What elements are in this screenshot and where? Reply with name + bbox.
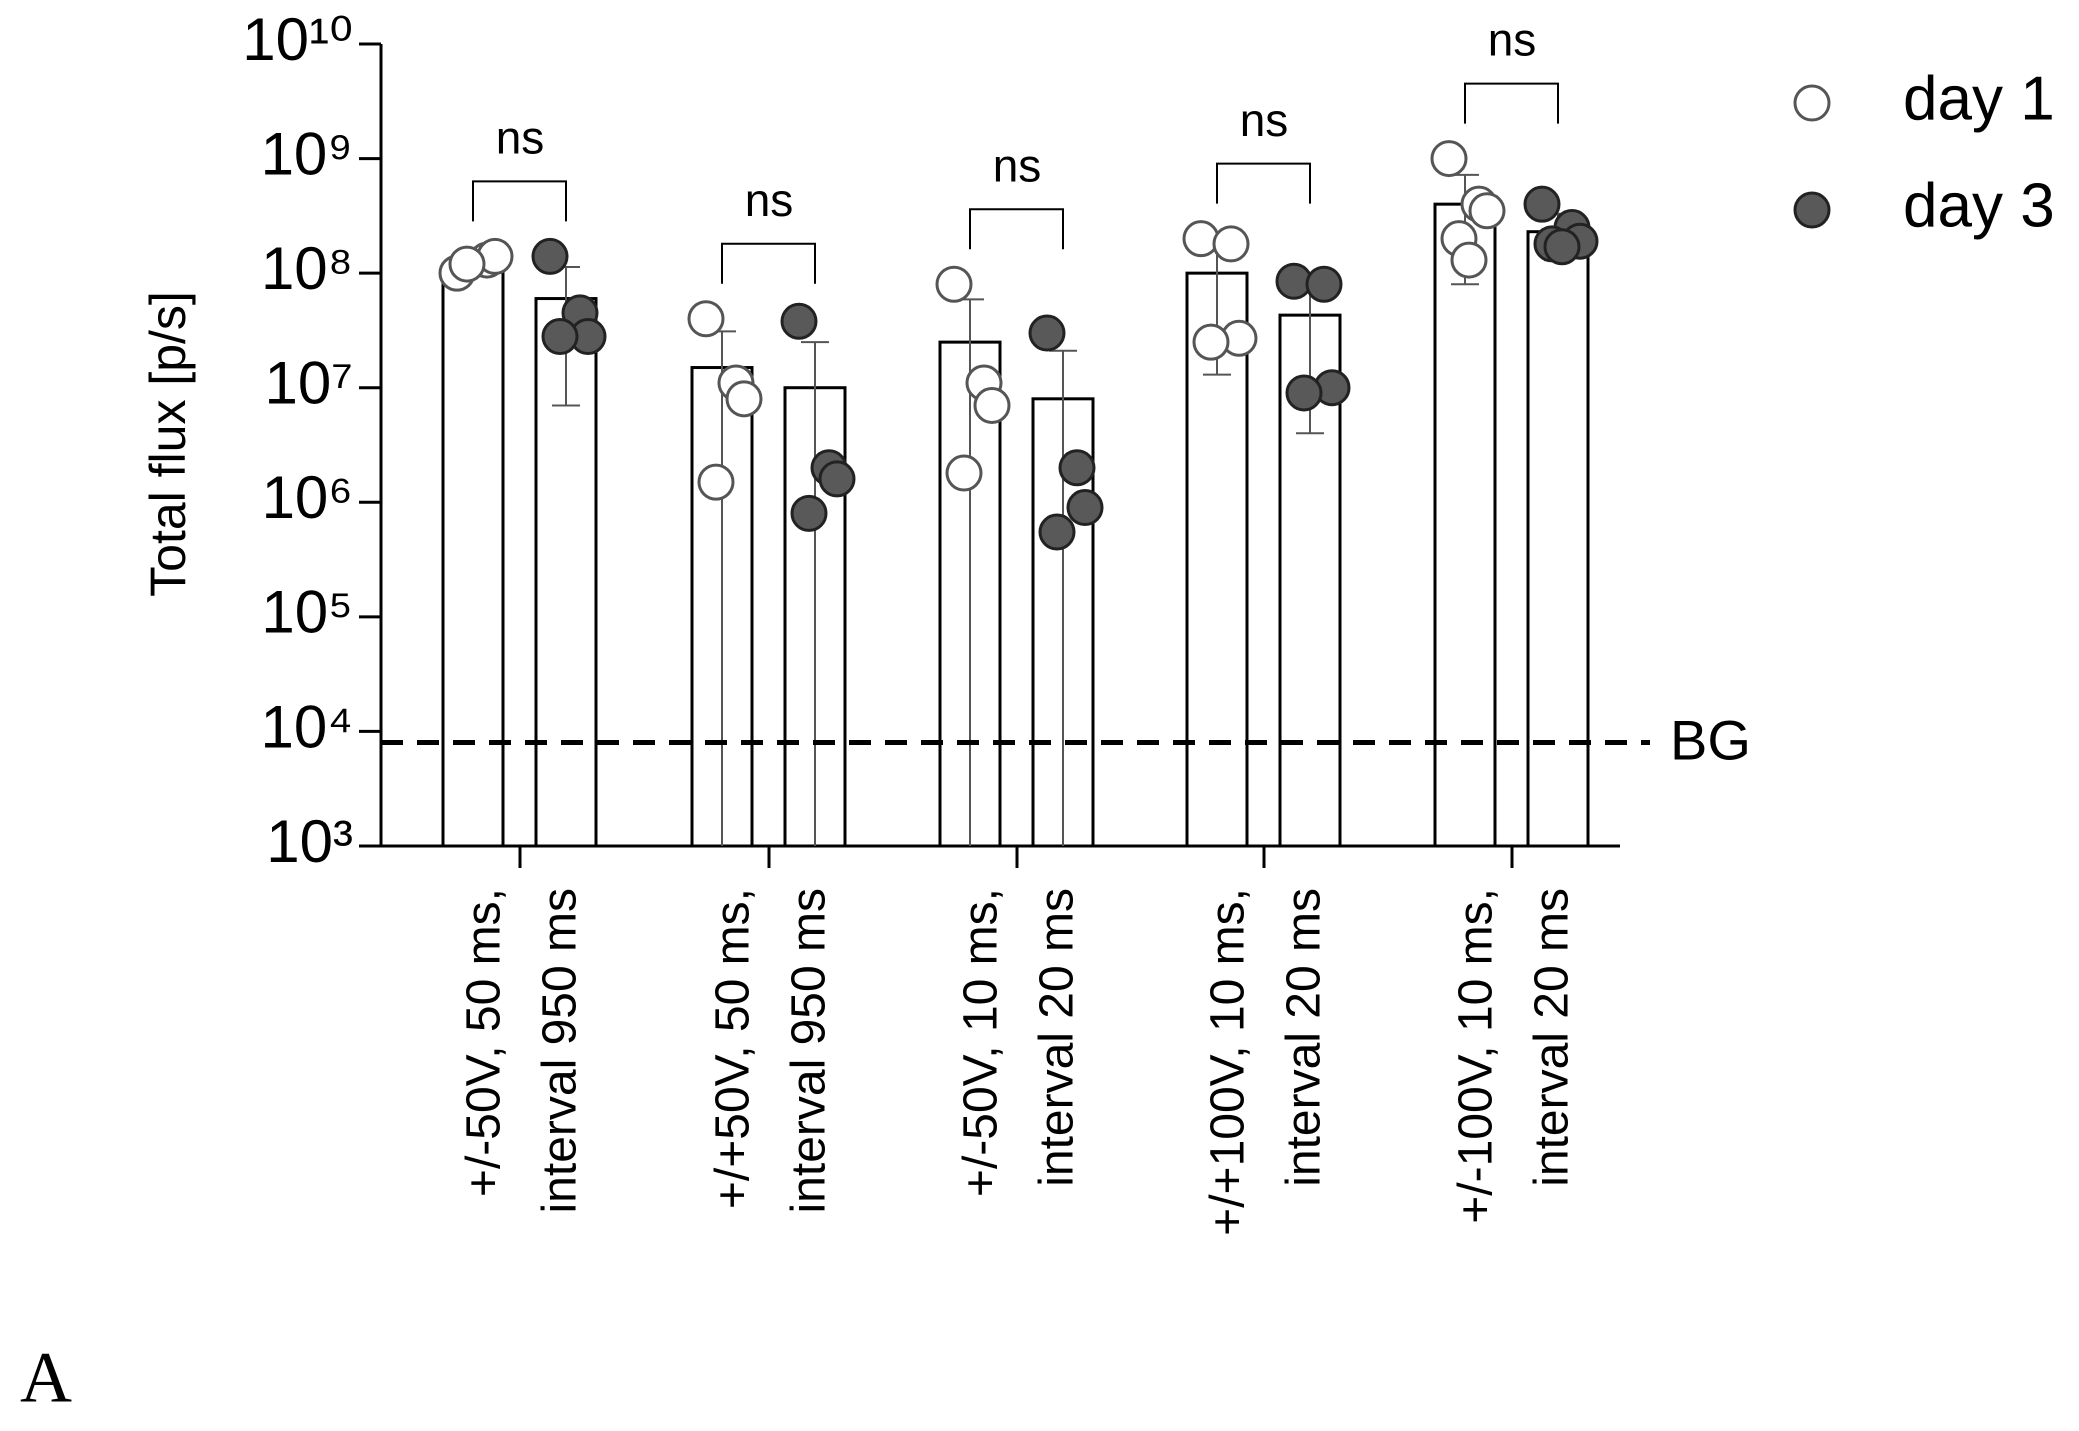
data-point <box>541 317 579 355</box>
data-point <box>1028 314 1066 352</box>
y-tick-label: 10¹⁰ <box>242 6 353 73</box>
reference-label: BG <box>1670 708 1751 771</box>
data-point <box>1038 513 1076 551</box>
data-point <box>1523 185 1561 223</box>
x-tick-label: +/-100V, 10 ms, <box>1450 888 1503 1224</box>
y-tick-label: 10⁶ <box>262 464 353 531</box>
data-point <box>1058 449 1096 487</box>
y-tick-label: 10⁹ <box>261 120 353 187</box>
x-tick-label: interval 20 ms <box>1278 888 1331 1187</box>
x-tick-label: +/+50V, 50 ms, <box>707 888 760 1209</box>
x-tick-label: interval 950 ms <box>534 888 587 1213</box>
significance-bracket <box>1216 162 1311 204</box>
significance-bracket <box>969 208 1064 250</box>
data-point <box>1182 220 1220 258</box>
data-point <box>780 302 818 340</box>
data-point <box>1285 374 1323 412</box>
panel-label: A <box>20 1338 72 1418</box>
data-point <box>725 380 763 418</box>
data-point <box>1543 228 1581 266</box>
data-point <box>1468 192 1506 230</box>
y-tick-label: 10⁴ <box>260 693 353 760</box>
x-tick-label: interval 950 ms <box>783 888 836 1213</box>
data-point <box>1430 140 1468 178</box>
significance-label: ns <box>745 174 794 226</box>
y-tick-label: 10⁸ <box>261 235 353 302</box>
data-point <box>945 454 983 492</box>
significance-label: ns <box>1488 14 1537 66</box>
significance-label: ns <box>1240 94 1289 146</box>
significance-label: ns <box>993 139 1042 191</box>
data-point <box>697 463 735 501</box>
x-tick-label: interval 20 ms <box>1526 888 1579 1187</box>
significance-bracket <box>1464 82 1559 124</box>
data-point <box>1192 323 1230 361</box>
x-tick-label: +/-50V, 50 ms, <box>458 888 511 1197</box>
data-point <box>1450 241 1488 279</box>
data-point <box>1066 489 1104 527</box>
bar <box>1526 230 1590 848</box>
y-tick-label: 10⁵ <box>261 579 353 646</box>
data-point <box>448 245 486 283</box>
legend-label: day 1 <box>1903 64 2055 133</box>
data-point <box>790 494 828 532</box>
data-point <box>1212 225 1250 263</box>
x-tick-label: +/-50V, 10 ms, <box>955 888 1008 1197</box>
legend-marker <box>1793 84 1831 122</box>
y-tick-label: 10³ <box>266 808 353 875</box>
data-point <box>973 386 1011 424</box>
data-point <box>935 265 973 303</box>
data-point <box>531 237 569 275</box>
legend-label: day 3 <box>1903 171 2055 240</box>
bar <box>441 262 505 848</box>
data-point <box>1305 265 1343 303</box>
significance-bracket <box>472 180 567 222</box>
legend-marker <box>1793 191 1831 229</box>
x-tick-label: +/+100V, 10 ms, <box>1202 888 1255 1236</box>
bar <box>1433 202 1497 848</box>
data-point <box>818 460 856 498</box>
significance-label: ns <box>496 112 545 164</box>
significance-bracket <box>721 242 816 284</box>
x-tick-label: interval 20 ms <box>1031 888 1084 1187</box>
data-point <box>687 300 725 338</box>
y-axis-label: Total flux [p/s] <box>140 291 196 597</box>
y-tick-label: 10⁷ <box>265 350 353 417</box>
